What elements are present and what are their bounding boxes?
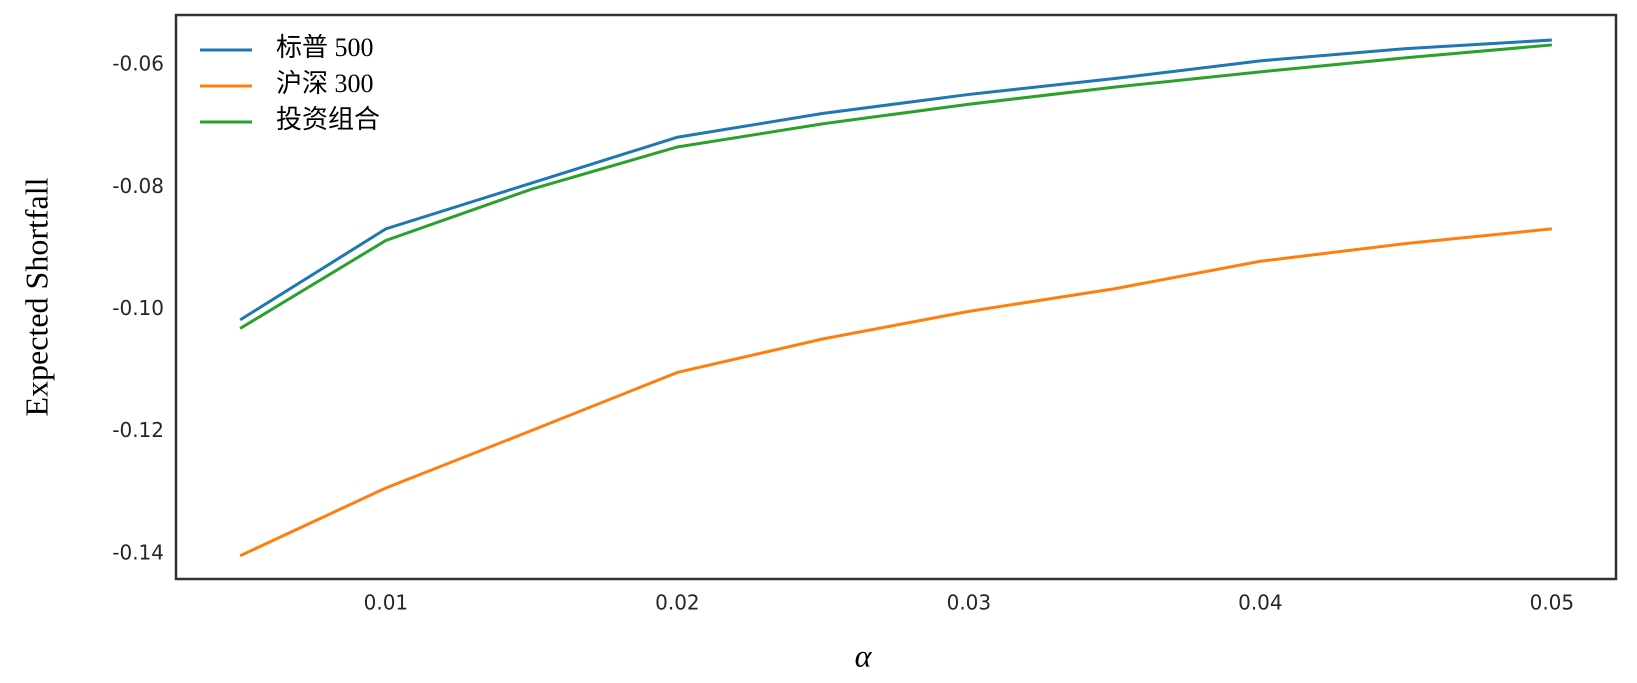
- y-tick-label: -0.10: [112, 296, 164, 320]
- x-axis-label: α: [855, 637, 873, 673]
- y-tick-label: -0.06: [112, 52, 164, 76]
- legend-label: 沪深 300: [276, 69, 374, 98]
- x-tick-label: 0.04: [1238, 591, 1283, 615]
- x-tick-label: 0.05: [1530, 591, 1575, 615]
- plot-frame: [174, 13, 1618, 581]
- x-tick-label: 0.01: [364, 591, 409, 615]
- series-line: [239, 227, 1553, 558]
- y-tick-label: -0.14: [112, 540, 164, 564]
- y-axis-label: Expected Shortfall: [18, 177, 54, 416]
- x-tick-label: 0.02: [655, 591, 700, 615]
- x-tick-label: 0.03: [947, 591, 992, 615]
- y-tick-label: -0.08: [112, 174, 164, 198]
- series-line: [239, 38, 1552, 322]
- legend-label: 标普 500: [276, 33, 374, 62]
- legend-label: 投资组合: [276, 105, 380, 134]
- series-line: [239, 43, 1553, 330]
- y-tick-label: -0.12: [112, 418, 164, 442]
